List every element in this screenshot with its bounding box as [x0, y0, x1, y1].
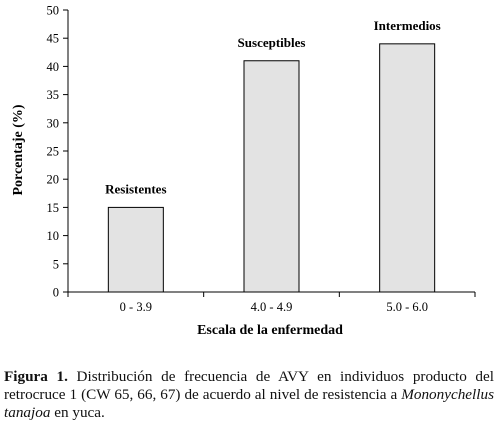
y-tick-label-30: 30 [47, 116, 60, 130]
caption-text-before: Distribución de frecuencia de AVY en ind… [4, 368, 494, 403]
y-tick-label-0: 0 [53, 286, 59, 300]
caption-text-after: en yuca. [50, 404, 105, 421]
bar-3 [379, 43, 436, 293]
y-tick-label-20: 20 [47, 173, 60, 187]
y-tick-label-35: 35 [47, 88, 60, 102]
y-axis-title: Porcentaje (%) [11, 104, 26, 195]
x-tick-label-2: 4.0 - 4.9 [251, 300, 293, 314]
bar-1 [107, 206, 164, 293]
caption-species-name: Mononychellus tanajoa [4, 386, 494, 421]
figure-caption: Figura 1. Distribución de frecuencia de … [4, 368, 494, 422]
bar-2 [243, 60, 300, 293]
y-tick-label-50: 50 [47, 4, 60, 18]
bar-chart: Resistentes Susceptibles Intermedios 0 5 10 1… [11, 4, 476, 338]
bar-label-1: Resistentes [105, 181, 166, 196]
bar-labels-group: Resistentes Susceptibles Intermedios [105, 18, 441, 197]
x-tick-label-3: 5.0 - 6.0 [386, 300, 428, 314]
y-tick-label-40: 40 [47, 60, 60, 74]
x-axis-title: Escala de la enfermedad [197, 323, 343, 338]
y-tick-label-15: 15 [47, 201, 60, 215]
y-tick-label-45: 45 [47, 32, 60, 46]
x-ticks-group: 0 - 3.9 4.0 - 4.9 5.0 - 6.0 [67, 292, 476, 314]
y-tick-label-5: 5 [53, 257, 59, 271]
x-tick-label-1: 0 - 3.9 [120, 300, 152, 314]
y-tick-label-25: 25 [47, 145, 60, 159]
bar-label-3: Intermedios [374, 18, 441, 33]
bars-group [107, 43, 436, 293]
bar-label-2: Susceptibles [238, 35, 306, 50]
caption-figure-label: Figura 1. [4, 368, 68, 385]
y-tick-label-10: 10 [47, 229, 60, 243]
y-ticks-group: 0 5 10 15 20 25 30 35 40 45 50 [47, 4, 68, 300]
